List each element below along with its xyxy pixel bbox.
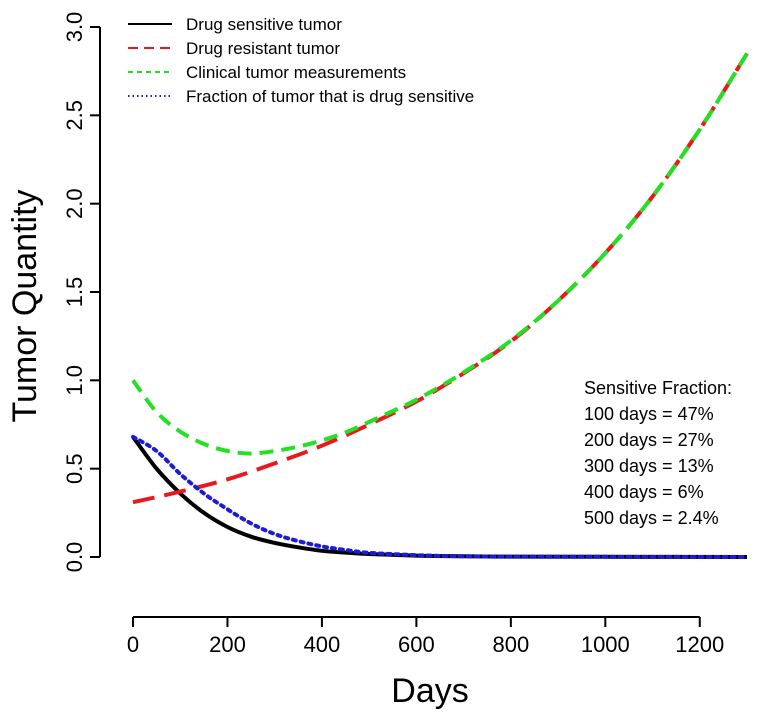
x-tick-label: 1200: [675, 632, 724, 657]
x-tick-label: 600: [398, 632, 435, 657]
legend-label: Drug resistant tumor: [186, 39, 340, 58]
x-tick-label: 400: [304, 632, 341, 657]
y-tick-label: 0.0: [62, 542, 87, 573]
x-tick-label: 200: [209, 632, 246, 657]
annotation-line: 200 days = 27%: [584, 430, 714, 450]
annotation-line: 400 days = 6%: [584, 482, 704, 502]
y-tick-label: 0.5: [62, 453, 87, 484]
legend: Drug sensitive tumor Drug resistant tumor…: [128, 15, 474, 106]
x-tick-label: 1000: [581, 632, 630, 657]
x-axis-title: Days: [391, 672, 468, 710]
series-line-drug-resistant: [132, 52, 749, 505]
series-lines: [131, 52, 749, 559]
x-tick-label: 800: [492, 632, 529, 657]
y-tick-label: 2.5: [62, 100, 87, 131]
annotation-line: 300 days = 13%: [584, 456, 714, 476]
series-line-sensitive-fraction: [131, 434, 749, 559]
x-tick-label: 0: [127, 632, 139, 657]
legend-label: Clinical tumor measurements: [186, 63, 406, 82]
y-tick-label: 3.0: [62, 12, 87, 43]
annotation-line: 100 days = 47%: [584, 404, 714, 424]
annotation-heading: Sensitive Fraction:: [584, 378, 732, 398]
axes: 0 200 400 600 800 1000 1200 0.0 0.5 1.0 1.5 2.0 2.5…: [62, 12, 724, 657]
y-tick-label: 2.0: [62, 188, 87, 219]
legend-label: Fraction of tumor that is drug sensitive: [186, 87, 474, 106]
y-tick-label: 1.0: [62, 365, 87, 396]
sensitive-fraction-annotation: Sensitive Fraction: 100 days = 47% 200 day…: [584, 378, 732, 528]
annotation-line: 500 days = 2.4%: [584, 508, 719, 528]
series-line-clinical-measurements: [131, 52, 749, 456]
y-tick-label: 1.5: [62, 277, 87, 308]
x-ticks: 0 200 400 600 800 1000 1200: [127, 617, 724, 657]
y-ticks: 0.0 0.5 1.0 1.5 2.0 2.5 3.0: [62, 12, 100, 573]
y-axis-title: Tumor Quantity: [6, 189, 44, 422]
legend-label: Drug sensitive tumor: [186, 15, 342, 34]
